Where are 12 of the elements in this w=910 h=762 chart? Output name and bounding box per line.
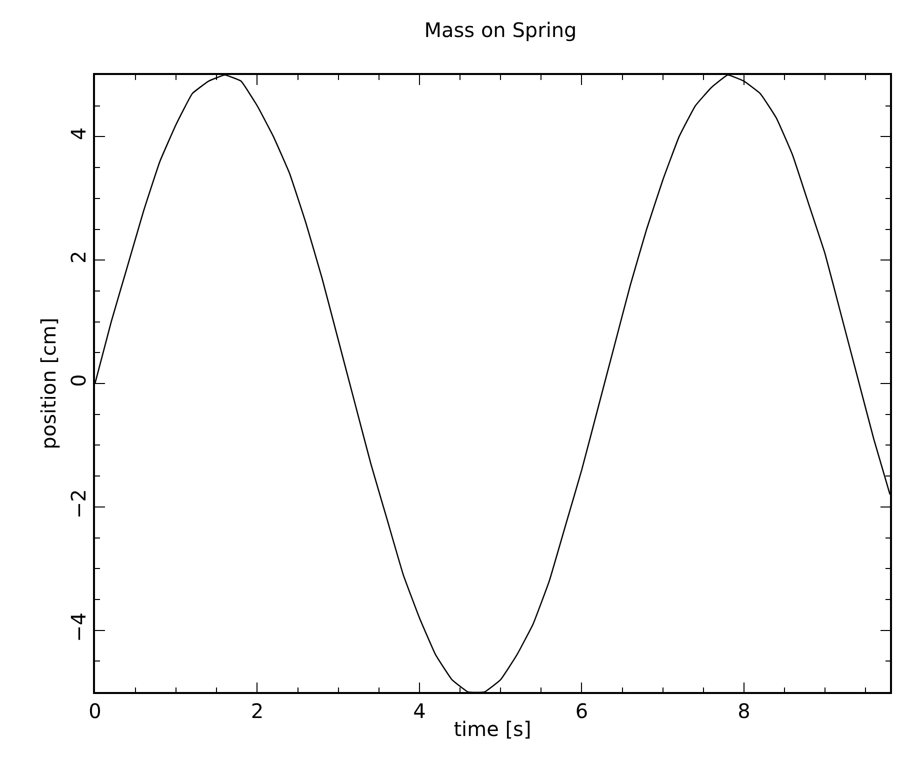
y-axis-title: position [cm] — [36, 318, 60, 450]
x-tick-label: 2 — [250, 698, 264, 723]
x-axis-title: time [s] — [454, 716, 532, 741]
x-tick-label: 4 — [413, 698, 426, 723]
x-tick-label: 6 — [575, 698, 588, 723]
y-tick-label: 4 — [66, 127, 90, 140]
y-tick-label: 2 — [66, 250, 90, 264]
y-tick-label: −2 — [66, 489, 90, 519]
y-tick-label: 0 — [66, 374, 90, 387]
x-tick-label: 8 — [738, 698, 750, 723]
chart-title: Mass on Spring — [424, 18, 577, 42]
y-tick-label: −4 — [66, 612, 90, 642]
